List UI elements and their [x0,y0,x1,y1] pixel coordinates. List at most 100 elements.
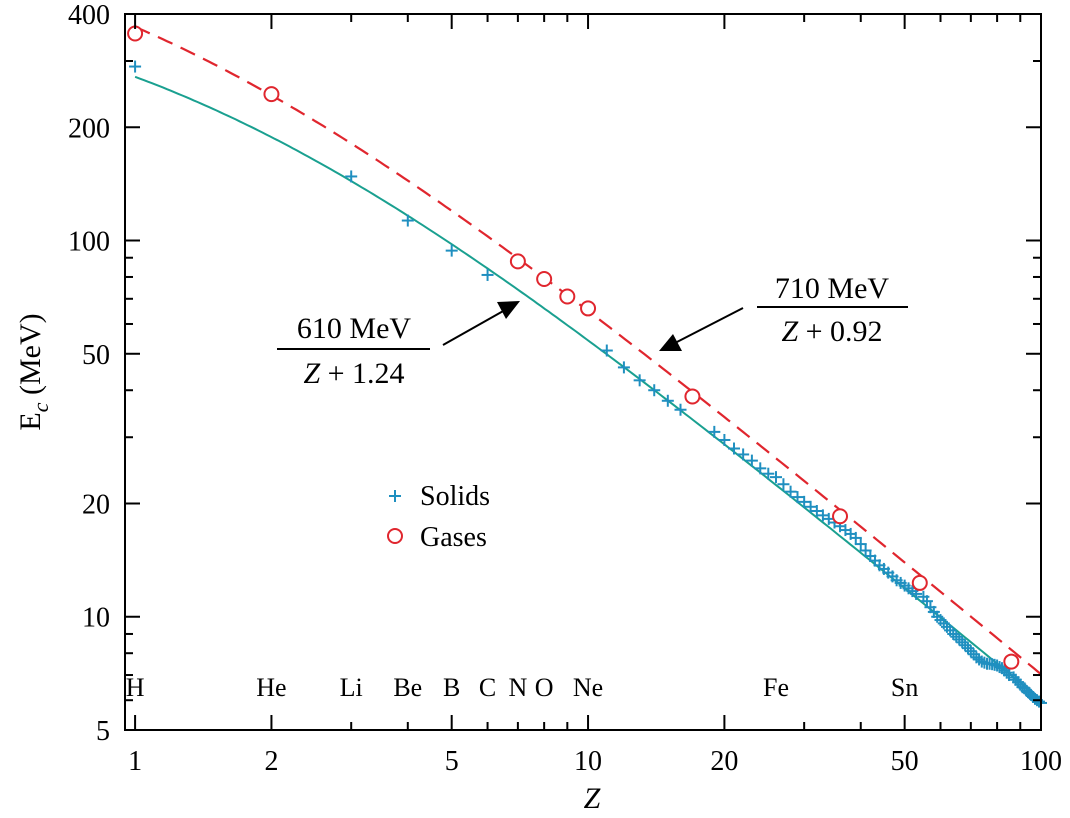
gas-data-point [832,508,849,525]
x-tick-label: 20 [710,746,738,777]
legend-solids-label: Solids [420,481,490,512]
solid-data-point [849,531,862,544]
solid-data-point [708,425,721,438]
solid-data-point [1033,695,1046,708]
fit-curve-gases [134,25,1042,676]
solid-data-point [674,403,687,416]
legend-solids-marker [389,490,401,502]
fit-curve-solids [134,75,1042,701]
solid-data-point [770,471,783,484]
x-tick-label: 5 [445,746,459,777]
solid-data-point [617,361,630,374]
solid-data-point [661,394,674,407]
gas-data-point [911,574,928,591]
fit-solids-numerator: 610 MeV [297,312,411,345]
x-axis-ticks: 1 2 5 10 20 50 100 [128,14,1062,777]
gas-data-point [684,388,701,405]
element-label: H [126,673,145,702]
solid-data-point [129,60,142,73]
element-label: O [535,673,554,702]
gas-data-point [1003,653,1020,670]
legend: Solids Gases [387,481,490,553]
annotation-fit-gases: 710 MeV Z + 0.92 [659,272,908,351]
solid-data-point [784,485,797,498]
solid-points [129,60,1047,709]
solid-data-point [633,374,646,387]
fit-gases-arrowhead [659,334,682,351]
plot-frame [124,13,1042,731]
fit-gases-denominator: Z + 0.92 [781,315,882,348]
solid-data-point [718,433,731,446]
y-tick-label: 400 [68,0,110,31]
gas-data-point [509,253,526,270]
legend-circle-marker [387,528,403,544]
solid-data-point [978,656,991,669]
solid-data-point [1000,666,1013,679]
x-tick-label: 100 [1020,746,1062,777]
solid-data-point [956,636,969,649]
legend-gases-label: Gases [420,522,487,553]
solid-data-point [959,639,972,652]
solid-data-point [345,170,358,183]
element-label: Sn [891,673,918,702]
y-tick-label: 20 [82,489,110,520]
annotation-fit-solids: 610 MeV Z + 1.24 [277,301,520,390]
x-axis-label: Z [584,782,601,815]
fit-gases-numerator: 710 MeV [775,272,889,305]
solid-data-point [975,655,988,668]
x-tick-label: 2 [264,746,278,777]
element-label: Fe [763,673,789,702]
solid-data-point [804,500,817,513]
fit-solids-denominator: Z + 1.24 [303,357,404,390]
gas-data-point [263,86,280,103]
y-axis-label: Ec (MeV) [14,313,53,430]
x-tick-label: 1 [128,746,142,777]
element-label: Li [340,673,363,702]
y-axis-label-unit: (MeV) [14,313,47,402]
solid-data-point [754,462,767,475]
element-labels: H He Li Be B C N O Ne Fe Sn [126,673,919,702]
x-tick-label: 50 [891,746,919,777]
solid-data-point [481,268,494,281]
gas-data-point [580,300,597,317]
solid-data-point [600,344,613,357]
solid-data-point [967,648,980,661]
fit-solids-den-var: Z [303,357,320,390]
gas-fit-curve-group [134,25,1042,676]
solid-data-point [953,633,966,646]
y-tick-label: 50 [82,340,110,371]
y-tick-label: 100 [68,227,110,258]
y-axis-label-sub: c [28,402,53,412]
solid-data-point [854,538,867,551]
y-tick-label: 200 [68,113,110,144]
solid-fit-curve-group [134,75,1042,701]
legend-gases-marker [387,528,403,544]
legend-plus-marker [389,490,401,502]
solid-data-point [920,595,933,608]
solid-data-point [962,642,975,655]
solid-data-point [745,454,758,467]
x-tick-label: 10 [574,746,602,777]
fit-gases-den-rest: + 0.92 [798,315,882,348]
element-label: He [256,673,286,702]
element-label: N [508,673,527,702]
solid-data-point [964,645,977,658]
y-tick-label: 10 [82,603,110,634]
solid-data-point [401,214,414,227]
solid-data-point [445,244,458,257]
gas-data-point [559,288,576,305]
solid-data-point [777,478,790,491]
fit-gases-den-var: Z [781,315,798,348]
element-label: B [443,673,460,702]
element-label: Ne [573,673,603,702]
solid-data-point [727,442,740,455]
fit-solids-den-rest: + 1.24 [320,357,404,390]
solid-data-point [737,448,750,461]
gas-points [127,25,1020,670]
solid-data-point [648,384,661,397]
y-axis-ticks: 5 10 20 50 100 200 400 [68,0,1041,747]
y-tick-label: 5 [96,716,110,747]
gas-data-point [536,271,553,288]
element-label: C [479,673,496,702]
